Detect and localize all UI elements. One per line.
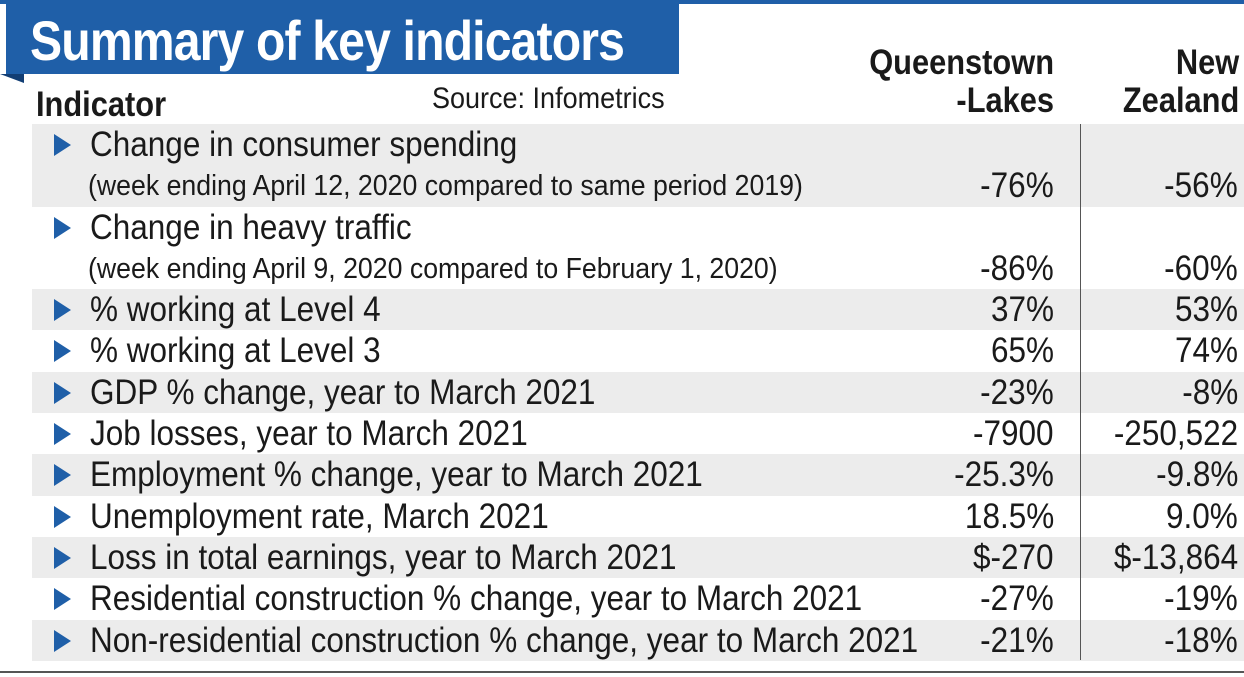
table-row: Job losses, year to March 2021 -7900 -25… — [32, 413, 1244, 454]
value-queenstown-lakes: -76% — [980, 166, 1054, 206]
header-indicator: Indicator — [36, 85, 167, 124]
row-label: Non-residential construction % change, y… — [90, 620, 919, 660]
row-label: Job losses, year to March 2021 — [90, 414, 528, 454]
top-rule — [0, 0, 1244, 4]
title-band: Summary of key indicators — [6, 4, 679, 74]
table-row: (week ending April 9, 2020 compared to F… — [32, 248, 1244, 289]
triangle-right-icon — [54, 629, 71, 652]
value-new-zealand: 74% — [1174, 331, 1238, 371]
column-divider — [1080, 124, 1081, 660]
value-queenstown-lakes: -7900 — [973, 414, 1054, 454]
value-new-zealand: -8% — [1181, 372, 1238, 412]
row-sublabel: (week ending April 9, 2020 compared to F… — [88, 252, 778, 285]
row-label: Loss in total earnings, year to March 20… — [90, 537, 677, 577]
value-new-zealand: -19% — [1164, 579, 1238, 619]
triangle-right-icon — [54, 381, 71, 404]
triangle-right-icon — [54, 464, 71, 487]
triangle-right-icon — [54, 216, 71, 239]
table-row: % working at Level 3 65% 74% — [32, 330, 1244, 371]
triangle-right-icon — [54, 299, 71, 322]
row-label: Unemployment rate, March 2021 — [90, 496, 549, 536]
table-row: Non-residential construction % change, y… — [32, 619, 1244, 661]
table-row: % working at Level 4 37% 53% — [32, 289, 1244, 331]
value-queenstown-lakes: -86% — [980, 248, 1054, 288]
row-label: % working at Level 4 — [90, 290, 381, 330]
value-queenstown-lakes: $-270 — [973, 537, 1054, 577]
value-new-zealand: -250,522 — [1113, 414, 1238, 454]
header-queenstown-lakes: Queenstown -Lakes — [869, 43, 1054, 120]
bottom-rule — [0, 671, 1244, 673]
value-queenstown-lakes: 18.5% — [964, 496, 1054, 536]
triangle-right-icon — [54, 505, 71, 528]
table-row: Change in heavy traffic — [32, 207, 1244, 248]
header-new-zealand: New Zealand — [1122, 43, 1239, 120]
triangle-right-icon — [54, 423, 71, 446]
value-queenstown-lakes: -23% — [980, 372, 1054, 412]
value-new-zealand: $-13,864 — [1113, 537, 1238, 577]
table-row: Loss in total earnings, year to March 20… — [32, 536, 1244, 579]
value-queenstown-lakes: 65% — [990, 331, 1054, 371]
value-new-zealand: -56% — [1164, 166, 1238, 206]
value-new-zealand: 53% — [1174, 290, 1238, 330]
page-title: Summary of key indicators — [30, 9, 625, 72]
table-row: (week ending April 12, 2020 compared to … — [32, 165, 1244, 207]
triangle-right-icon — [54, 134, 71, 156]
value-new-zealand: -18% — [1164, 620, 1238, 660]
table-row: Residential construction % change, year … — [32, 578, 1244, 619]
row-label: Employment % change, year to March 2021 — [90, 455, 703, 495]
indicator-table: Change in consumer spending (week ending… — [32, 124, 1244, 661]
table-row: Employment % change, year to March 2021 … — [32, 454, 1244, 496]
row-label: Change in heavy traffic — [90, 207, 412, 247]
title-notch — [0, 74, 24, 83]
table-row: GDP % change, year to March 2021 -23% -8… — [32, 371, 1244, 414]
table-row: Change in consumer spending — [32, 124, 1244, 166]
triangle-right-icon — [54, 546, 71, 569]
value-queenstown-lakes: -25.3% — [954, 455, 1054, 495]
row-label: Residential construction % change, year … — [90, 579, 863, 619]
row-label: GDP % change, year to March 2021 — [90, 372, 596, 412]
triangle-right-icon — [54, 588, 71, 611]
value-queenstown-lakes: -21% — [980, 620, 1054, 660]
row-label: % working at Level 3 — [90, 331, 381, 371]
value-new-zealand: -60% — [1164, 248, 1238, 288]
triangle-right-icon — [54, 340, 71, 363]
row-sublabel: (week ending April 12, 2020 compared to … — [88, 170, 803, 203]
source-note: Source: Infometrics — [432, 82, 665, 115]
value-queenstown-lakes: 37% — [990, 290, 1054, 330]
value-new-zealand: -9.8% — [1155, 455, 1238, 495]
table-row: Unemployment rate, March 2021 18.5% 9.0% — [32, 496, 1244, 537]
value-queenstown-lakes: -27% — [980, 579, 1054, 619]
value-new-zealand: 9.0% — [1166, 496, 1238, 536]
row-label: Change in consumer spending — [90, 125, 518, 164]
